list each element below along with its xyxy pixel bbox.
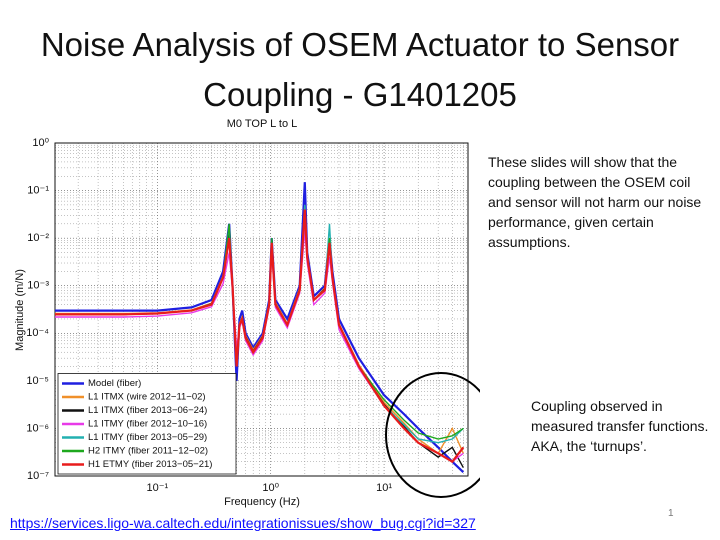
legend-label: L1 ITMY (fiber 2012−10−16) — [88, 419, 207, 430]
page-number: 1 — [668, 508, 674, 519]
y-tick-label: 10⁻⁷ — [27, 470, 49, 482]
chart-title: M0 TOP L to L — [227, 118, 298, 130]
x-tick-label: 10⁰ — [262, 482, 279, 494]
x-axis-label: Frequency (Hz) — [224, 496, 300, 508]
note: Coupling observed in measured transfer f… — [531, 396, 711, 456]
slide-title: Noise Analysis of OSEM Actuator to Senso… — [40, 26, 680, 113]
legend-label: H1 ETMY (fiber 2013−05−21) — [88, 459, 212, 470]
chart: M0 TOP L to L Frequency (Hz) Magnitude (… — [14, 118, 480, 508]
series-line — [55, 209, 465, 464]
y-tick-label: 10⁻² — [27, 232, 49, 244]
note-line: Coupling observed in measured transfer f… — [531, 398, 709, 434]
y-tick-label: 10⁻³ — [27, 280, 49, 292]
link[interactable]: https://services.ligo-wa.caltech.edu/int… — [10, 515, 476, 531]
y-axis-label: Magnitude (m/N) — [14, 269, 26, 351]
legend-label: Model (fiber) — [88, 378, 141, 389]
y-tick-label: 10⁻⁴ — [26, 327, 49, 339]
note: These slides will show that the coupling… — [488, 154, 702, 250]
x-tick-label: 10¹ — [376, 482, 392, 494]
legend-label: L1 ITMX (fiber 2013−06−24) — [88, 405, 207, 416]
legend-label: L1 ITMX (wire 2012−11−02) — [88, 392, 206, 403]
highlight-circle — [385, 372, 480, 498]
legend-label: H2 ITMY (fiber 2011−12−02) — [88, 446, 208, 457]
y-tick-label: 10⁻⁵ — [26, 375, 49, 387]
note-line: AKA, the ‘turnups’. — [531, 438, 647, 454]
legend-box — [57, 373, 237, 475]
y-tick-label: 10⁻⁶ — [26, 422, 49, 434]
legend-label: L1 ITMY (fiber 2013−05−29) — [88, 432, 207, 443]
y-tick-label: 10⁰ — [32, 137, 49, 149]
x-tick-label: 10⁻¹ — [147, 482, 169, 494]
y-tick-label: 10⁻¹ — [27, 184, 49, 196]
